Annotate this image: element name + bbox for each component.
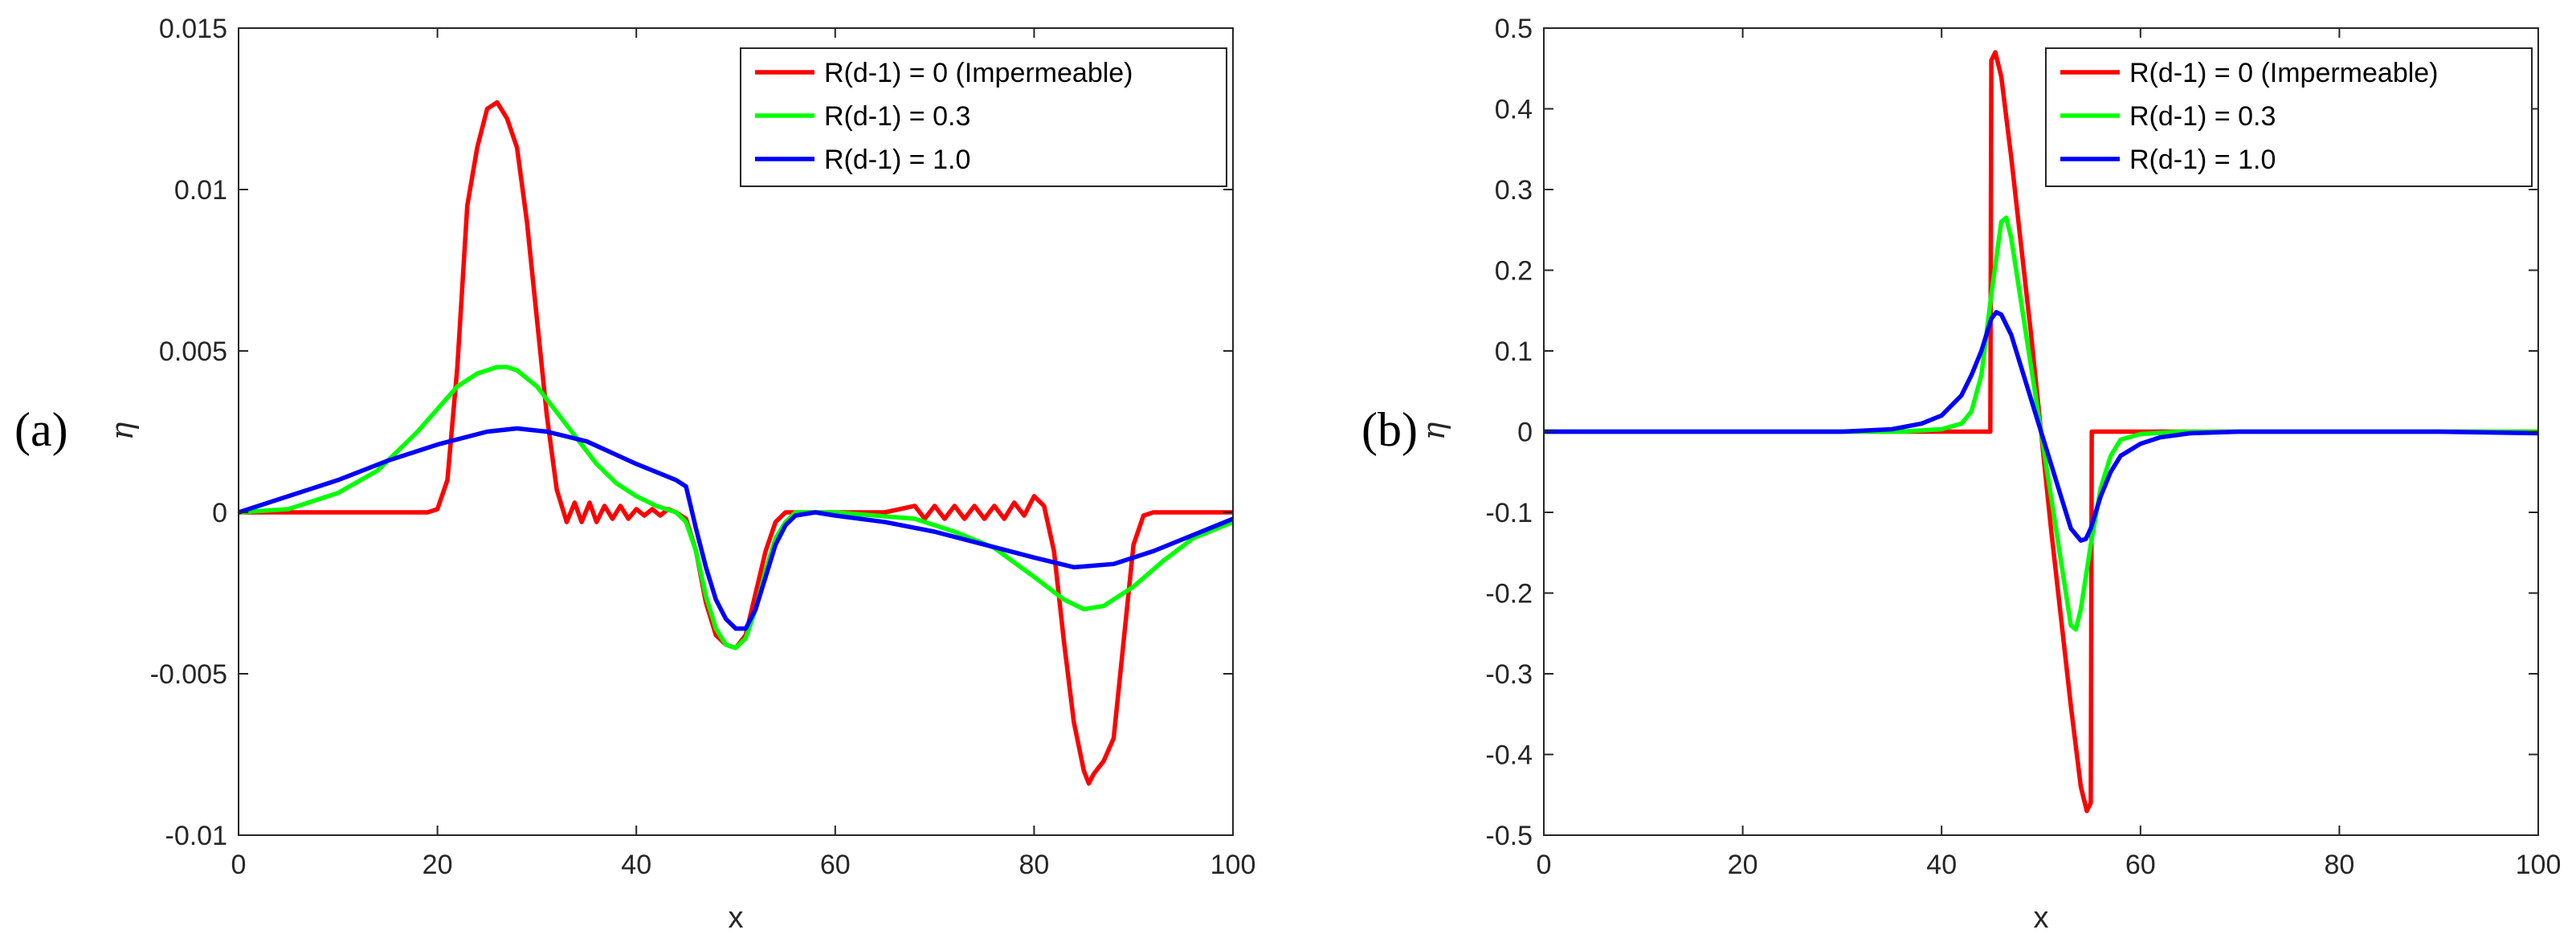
y-axis-label: η (104, 422, 140, 440)
y-tick-label: -0.005 (150, 659, 227, 690)
y-tick-label: 0.2 (1495, 256, 1533, 287)
y-tick-label: -0.01 (165, 821, 228, 851)
legend-entry-label: R(d-1) = 1.0 (824, 145, 970, 175)
x-tick-label: 0 (231, 850, 247, 880)
legend: R(d-1) = 0 (Impermeable) R(d-1) = 0.3 R(d-… (2045, 47, 2533, 187)
x-tick-label: 20 (1728, 850, 1758, 880)
y-tick-label: -0.2 (1485, 579, 1533, 610)
legend-entry-label: R(d-1) = 1.0 (2129, 145, 2276, 175)
x-tick-label: 60 (820, 850, 851, 880)
series-line-1 (239, 365, 1233, 650)
panel-label: (a) (14, 403, 68, 456)
x-tick-label: 60 (2125, 850, 2156, 880)
y-tick-label: 0.015 (159, 14, 227, 44)
x-tick-label: 100 (2516, 850, 2562, 880)
y-tick-label: -0.5 (1485, 821, 1533, 851)
y-tick-label: 0.01 (174, 175, 227, 206)
legend: R(d-1) = 0 (Impermeable) R(d-1) = 0.3 R(d-… (740, 47, 1227, 187)
x-tick-label: 40 (1926, 850, 1957, 880)
x-tick-label: 80 (2324, 850, 2354, 880)
x-tick-label: 80 (1019, 850, 1049, 880)
series-line-2 (239, 426, 1233, 631)
x-tick-label: 0 (1537, 850, 1552, 880)
y-tick-label: -0.1 (1485, 498, 1533, 528)
panel-label: (b) (1361, 403, 1418, 456)
series-line-2 (1544, 310, 2538, 543)
x-tick-label: 40 (621, 850, 651, 880)
y-tick-label: 0.005 (159, 336, 227, 367)
y-tick-label: 0.3 (1495, 175, 1533, 206)
legend-entry-label: R(d-1) = 0 (Impermeable) (2129, 58, 2439, 88)
y-tick-label: -0.3 (1485, 659, 1533, 690)
y-tick-label: 0.4 (1495, 95, 1533, 125)
y-tick-label: 0 (1517, 418, 1533, 448)
chart-panel-0: 0 20 40 60 80 100 -0.01 -0.005 0 0.005 0.01 0.015 x η… (14, 14, 1255, 935)
legend-entry-label: R(d-1) = 0 (Impermeable) (824, 58, 1133, 88)
legend-box (740, 47, 1227, 187)
legend-entry-label: R(d-1) = 0.3 (2129, 101, 2276, 132)
x-tick-label: 100 (1210, 850, 1256, 880)
legend-entry-label: R(d-1) = 0.3 (824, 101, 970, 132)
y-tick-label: 0.1 (1495, 336, 1533, 367)
y-tick-label: -0.4 (1485, 740, 1533, 771)
y-tick-label: 0 (212, 498, 227, 528)
legend-box (2045, 47, 2533, 187)
y-axis-label: η (1416, 422, 1451, 440)
x-axis-label: x (729, 901, 744, 935)
axes-box (238, 27, 1234, 836)
x-tick-label: 20 (423, 850, 453, 880)
series-line-1 (1544, 215, 2538, 632)
chart-panel-1: 0 20 40 60 80 100 -0.5 -0.4 -0.3 -0.2 -0.1 0 0.1 0.2 0… (1361, 14, 2561, 935)
x-axis-label: x (2034, 901, 2049, 935)
y-tick-label: 0.5 (1495, 14, 1533, 44)
